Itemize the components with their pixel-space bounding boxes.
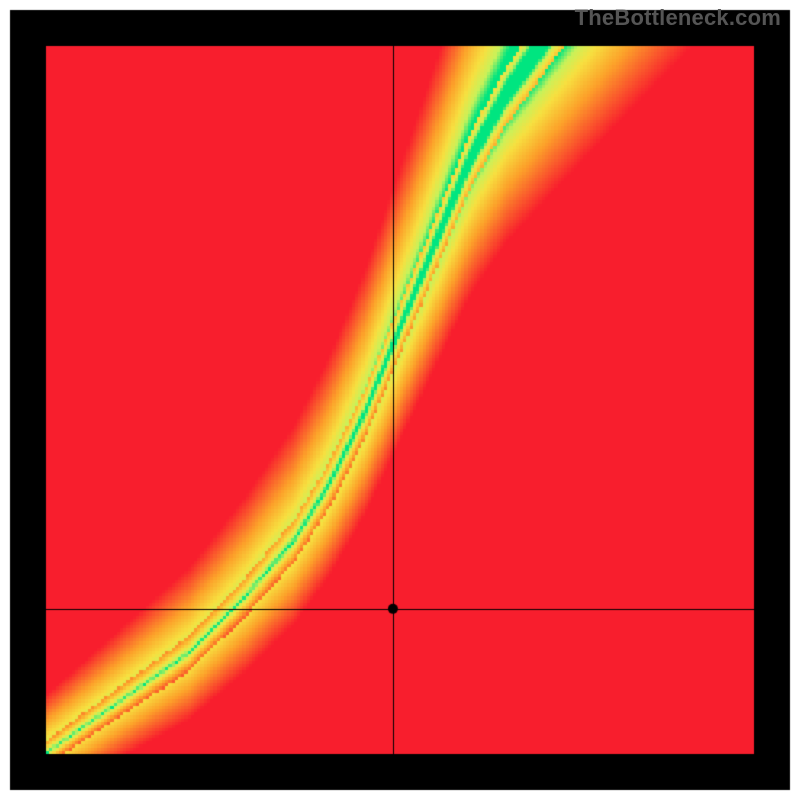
bottleneck-heatmap [0, 0, 800, 800]
watermark-text: TheBottleneck.com [575, 5, 781, 31]
